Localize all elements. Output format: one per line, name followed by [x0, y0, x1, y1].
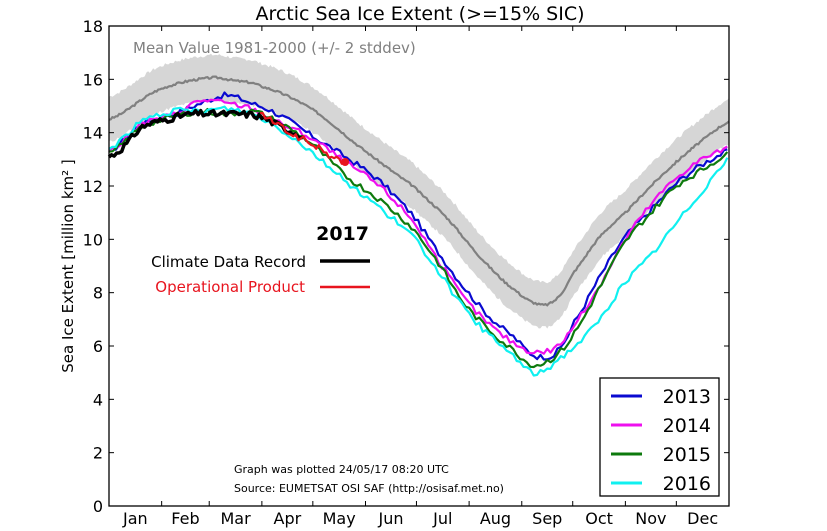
legend-2017-cdr-label: Climate Data Record — [151, 253, 306, 271]
x-tick-label: Jun — [377, 509, 403, 528]
mean-line-path — [108, 75, 730, 307]
y-tick-label: 10 — [83, 230, 103, 249]
legend-2017-title: 2017 — [316, 223, 369, 245]
chart-title: Arctic Sea Ice Extent (>=15% SIC) — [255, 3, 584, 25]
x-tick-label: Oct — [585, 509, 613, 528]
x-tick-label: Dec — [687, 509, 718, 528]
series-2017-operational-product — [260, 111, 345, 165]
series-line-2013 — [108, 91, 728, 361]
y-tick-label: 12 — [83, 177, 103, 196]
x-tick-label: Mar — [220, 509, 251, 528]
y-axis: 0 2 4 6 8 10 12 14 16 18 — [83, 17, 729, 516]
plot-frame — [108, 25, 730, 507]
y-tick-label: 14 — [83, 124, 103, 143]
y-axis-label: Sea Ice Extent [million km² ] — [59, 159, 77, 373]
series-lines — [108, 91, 729, 377]
mean-line — [108, 75, 730, 307]
x-tick-label: Jan — [122, 509, 148, 528]
y-tick-label: 16 — [83, 70, 103, 89]
legend-label-2014: 2014 — [663, 415, 711, 437]
x-tick-label: Nov — [635, 509, 666, 528]
y-tick-label: 4 — [93, 390, 103, 409]
y-tick-label: 2 — [93, 444, 103, 463]
x-tick-label: Feb — [171, 509, 199, 528]
series-2017-climate-data-record — [107, 108, 304, 159]
x-tick-label: Sep — [532, 509, 562, 528]
legend-label-2015: 2015 — [663, 444, 711, 466]
x-axis: Jan Feb Mar Apr May Jun Jul Aug Sep Oct Nov Dec — [108, 26, 730, 528]
y-tick-label: 8 — [93, 284, 103, 303]
legend-label-2013: 2013 — [663, 386, 711, 408]
y-tick-label: 6 — [93, 337, 103, 356]
legend-2017-op-label: Operational Product — [155, 278, 305, 296]
x-tick-label: Aug — [480, 509, 511, 528]
series-line-2015 — [108, 107, 729, 369]
operational-product-latest-point — [341, 158, 350, 166]
plot-timestamp: Graph was plotted 24/05/17 08:20 UTC — [234, 463, 449, 476]
x-tick-label: Jul — [432, 509, 452, 528]
y-tick-label: 0 — [93, 497, 103, 516]
legend-box: 2013 2014 2015 2016 — [599, 377, 720, 497]
series-2017-lines — [107, 108, 350, 166]
y-tick-label: 18 — [83, 17, 103, 36]
mean-label: Mean Value 1981-2000 (+/- 2 stddev) — [133, 39, 416, 57]
legend-label-2016: 2016 — [663, 473, 711, 495]
x-tick-label: May — [323, 509, 356, 528]
x-tick-label: Apr — [274, 509, 302, 528]
data-source: Source: EUMETSAT OSI SAF (http://osisaf.… — [234, 482, 504, 495]
series-line-2016 — [108, 105, 729, 377]
